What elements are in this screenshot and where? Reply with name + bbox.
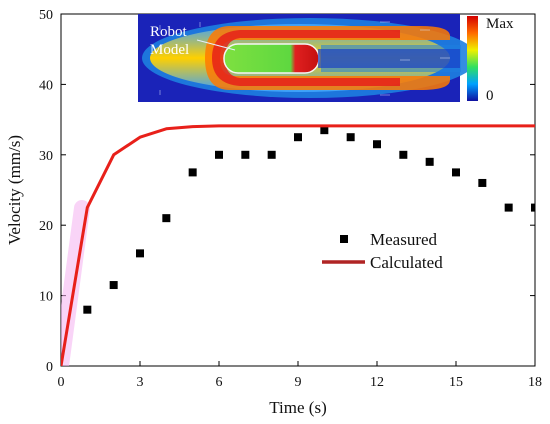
measured-point xyxy=(478,178,487,187)
y-tick-label: 50 xyxy=(39,8,53,23)
measured-point xyxy=(294,133,302,142)
plot-area xyxy=(61,124,535,366)
measured-point xyxy=(504,203,513,212)
y-axis: 0 10 20 30 40 50 xyxy=(39,8,535,375)
y-tick-label: 10 xyxy=(39,290,53,305)
colorbar xyxy=(467,16,478,101)
measured-point xyxy=(136,249,144,258)
calculated-line xyxy=(61,124,535,366)
measured-point xyxy=(162,214,171,223)
x-tick-label: 0 xyxy=(58,375,65,390)
measured-point xyxy=(83,305,92,314)
inset-label-model: Model xyxy=(150,42,189,58)
x-tick-label: 18 xyxy=(528,375,542,390)
measured-point xyxy=(346,133,355,142)
x-axis-label: Time (s) xyxy=(269,398,326,417)
measured-point xyxy=(425,157,434,166)
inset-flow-image: Robot Model Max 0 xyxy=(138,14,514,104)
inset-label-robot: Robot xyxy=(150,24,188,40)
colorbar-max-label: Max xyxy=(486,16,514,32)
y-tick-label: 30 xyxy=(39,149,53,164)
legend: Measured Calculated xyxy=(322,230,443,272)
measured-point xyxy=(399,150,408,159)
robot-label-pointer xyxy=(196,39,236,51)
measured-point xyxy=(188,168,197,177)
measured-point xyxy=(267,150,276,159)
series-layer xyxy=(61,124,535,366)
legend-label-calculated: Calculated xyxy=(370,253,443,272)
y-tick-label: 20 xyxy=(39,219,53,234)
x-tick-label: 12 xyxy=(370,375,384,390)
measured-point xyxy=(109,281,118,290)
x-tick-label: 3 xyxy=(137,375,144,390)
x-tick-label: 9 xyxy=(295,375,302,390)
measured-point xyxy=(531,203,535,212)
y-axis-label: Velocity (mm/s) xyxy=(5,135,24,245)
measured-point xyxy=(373,140,381,149)
legend-label-measured: Measured xyxy=(370,230,438,249)
x-tick-label: 15 xyxy=(449,375,463,390)
y-tick-label: 40 xyxy=(39,78,53,93)
measured-point xyxy=(215,150,223,159)
measured-point xyxy=(241,150,250,159)
x-tick-label: 6 xyxy=(216,375,223,390)
y-tick-label: 0 xyxy=(46,360,53,375)
colorbar-min-label: 0 xyxy=(486,88,494,104)
robot-body xyxy=(223,43,320,74)
legend-marker-measured xyxy=(340,235,348,243)
measured-point xyxy=(452,168,460,177)
measured-point xyxy=(320,126,329,135)
